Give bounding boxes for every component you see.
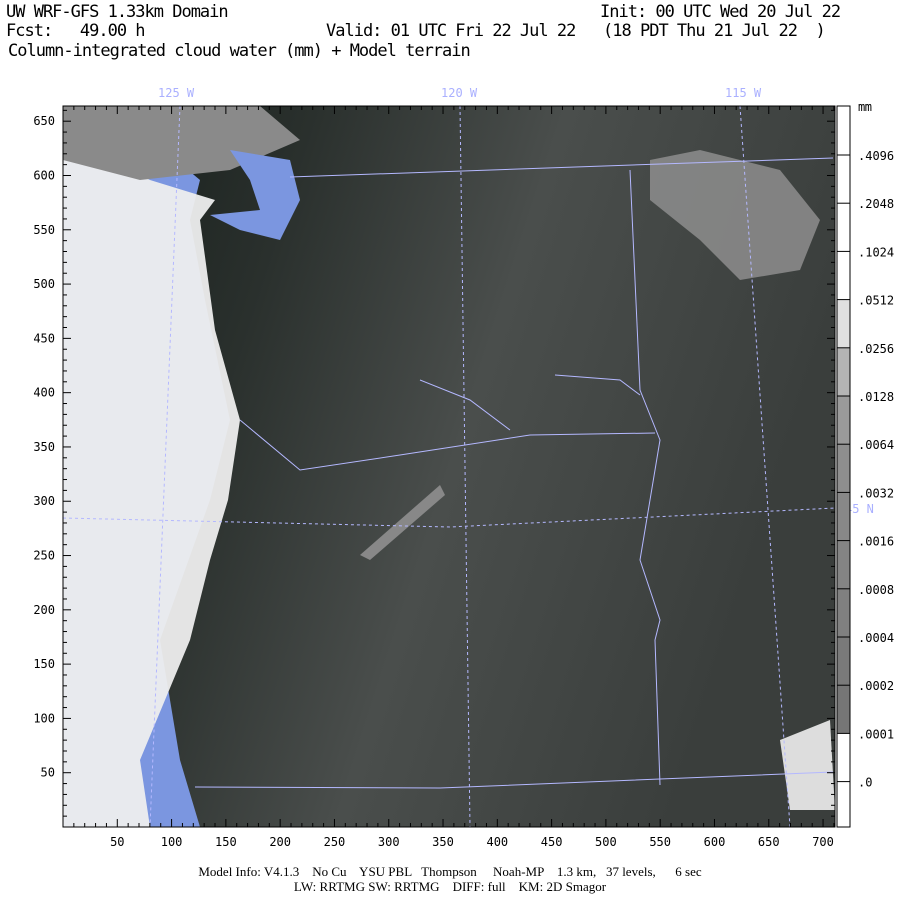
x-tick-label: 450 [541, 835, 563, 849]
y-tick-label: 100 [33, 711, 55, 725]
x-tick-label: 350 [432, 835, 454, 849]
colorbar-segment [837, 299, 850, 348]
plot-frame [62, 105, 836, 828]
physics-info: LW: RRTMG SW: RRTMG DIFF: full KM: 2D Sm… [293, 879, 607, 894]
map-area [63, 106, 835, 827]
y-tick-label: 300 [33, 494, 55, 508]
x-tick-label: 400 [486, 835, 508, 849]
y-tick-label: 50 [41, 766, 55, 780]
colorbar-frame [836, 105, 851, 828]
x-tick-label: 650 [758, 835, 780, 849]
y-tick-label: 250 [33, 549, 55, 563]
colorbar-label: .0064 [858, 438, 894, 452]
x-tick-label: 600 [704, 835, 726, 849]
y-tick-label: 350 [33, 440, 55, 454]
colorbar-label: .4096 [858, 149, 894, 163]
x-tick-label: 500 [595, 835, 617, 849]
cloud-se [780, 720, 835, 810]
axis-ticks: 50 100 150 200 250 300 350 400 450 500 550 600 650 70… [33, 106, 835, 849]
colorbar-label: .0128 [858, 390, 894, 404]
chart-subtitle: Column-integrated cloud water (mm) + Mod… [8, 41, 471, 61]
lon-label-125w: 125 W [158, 86, 195, 100]
model-info: Model Info: V4.1.3 No Cu YSU PBL Thompso… [198, 864, 702, 879]
state-border-wa-or [239, 419, 656, 471]
y-tick-label: 550 [33, 223, 55, 237]
colorbar-segment [837, 637, 850, 686]
colorbar-segment [837, 203, 850, 252]
y-tick-label: 650 [33, 114, 55, 128]
colorbar-label: .0008 [858, 583, 894, 597]
x-tick-label: 50 [110, 835, 124, 849]
y-tick-label: 450 [33, 331, 55, 345]
puget-sound [210, 150, 300, 240]
colorbar-segment [837, 444, 850, 493]
colorbar-segment [837, 685, 850, 734]
colorbar-label: .0 [858, 776, 872, 790]
colorbar-label: .0512 [858, 294, 894, 308]
lon-label-115w: 115 W [725, 86, 762, 100]
x-tick-label: 700 [812, 835, 834, 849]
canada-border [289, 157, 834, 178]
colorbar-segment [837, 106, 850, 155]
colorbar-label: .0032 [858, 486, 894, 500]
y-tick-label: 400 [33, 386, 55, 400]
colorbar-label: .0004 [858, 631, 894, 645]
y-tick-label: 150 [33, 657, 55, 671]
y-tick-label: 200 [33, 603, 55, 617]
colorbar-segment [837, 492, 850, 541]
state-border-id [629, 169, 661, 786]
x-tick-label: 100 [161, 835, 183, 849]
colorbar-segment [837, 155, 850, 204]
meridian-115w [739, 105, 791, 828]
colorbar-segment [837, 588, 850, 637]
colorbar-label: .0256 [858, 342, 894, 356]
colorbar-label: .0002 [858, 679, 894, 693]
colorbar-label: .0016 [858, 535, 894, 549]
cloud-ne [650, 150, 820, 280]
init-time: Init: 00 UTC Wed 20 Jul 22 [600, 2, 841, 22]
colorbar-unit: mm [858, 100, 872, 114]
cloud-coast [63, 130, 240, 827]
colorbar: .4096 .2048 .1024 .0512 .0256 .0128 .0064 .0032… [836, 105, 894, 828]
model-title: UW WRF-GFS 1.33km Domain [6, 2, 229, 22]
parallel-45n [62, 507, 836, 528]
x-tick-label: 200 [269, 835, 291, 849]
y-tick-label: 500 [33, 277, 55, 291]
colorbar-segment [837, 540, 850, 589]
cloud-streak [360, 485, 445, 560]
state-border-or-ca [194, 771, 834, 789]
forecast-hour: Fcst: 49.00 h [6, 21, 146, 41]
x-tick-label: 150 [215, 835, 237, 849]
boundaries [62, 105, 836, 828]
x-tick-label: 300 [378, 835, 400, 849]
colorbar-segment [837, 733, 850, 782]
colorbar-label: .2048 [858, 197, 894, 211]
lon-label-120w: 120 W [441, 86, 478, 100]
colorbar-label: .1024 [858, 245, 894, 259]
meridian-120w [459, 105, 471, 828]
x-tick-label: 550 [649, 835, 671, 849]
valid-time: Valid: 01 UTC Fri 22 Jul 22 (18 PDT Thu … [326, 21, 826, 41]
y-tick-label: 600 [33, 168, 55, 182]
colorbar-segment [837, 251, 850, 300]
meridian-125w [149, 105, 181, 828]
columbia-river [419, 374, 641, 431]
lat-label-45n: 45 N [845, 502, 874, 516]
colorbar-segment [837, 347, 850, 396]
x-tick-label: 250 [324, 835, 346, 849]
colorbar-segment [837, 781, 850, 827]
colorbar-segment [837, 396, 850, 445]
colorbar-label: .0001 [858, 727, 894, 741]
